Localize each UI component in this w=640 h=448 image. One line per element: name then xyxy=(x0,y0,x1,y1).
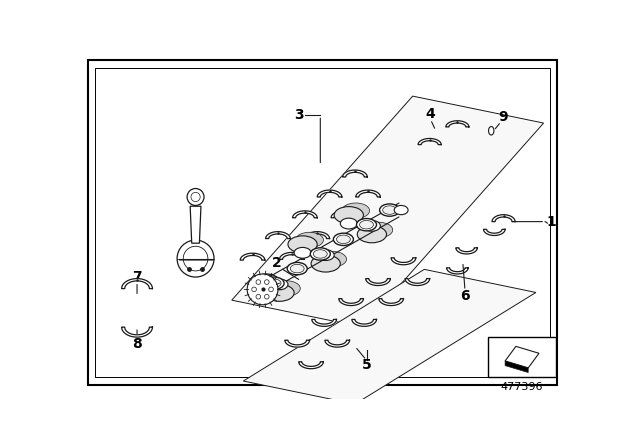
Polygon shape xyxy=(331,211,356,218)
Circle shape xyxy=(269,287,273,292)
Polygon shape xyxy=(379,299,403,306)
Text: 6: 6 xyxy=(460,289,470,303)
Polygon shape xyxy=(312,319,337,326)
Text: 4: 4 xyxy=(426,107,435,121)
Circle shape xyxy=(256,294,260,299)
Polygon shape xyxy=(391,258,416,265)
Ellipse shape xyxy=(357,226,387,243)
Text: 1: 1 xyxy=(547,215,556,228)
Ellipse shape xyxy=(342,203,369,218)
Ellipse shape xyxy=(364,220,380,231)
Polygon shape xyxy=(232,96,543,327)
Text: 3: 3 xyxy=(294,108,303,122)
Ellipse shape xyxy=(265,284,294,302)
Text: 477396: 477396 xyxy=(500,382,543,392)
Text: 7: 7 xyxy=(132,270,142,284)
Polygon shape xyxy=(266,232,291,238)
Polygon shape xyxy=(418,138,441,145)
Ellipse shape xyxy=(337,235,350,244)
Polygon shape xyxy=(240,253,265,260)
Ellipse shape xyxy=(314,250,327,258)
Circle shape xyxy=(252,287,257,292)
Text: 8: 8 xyxy=(132,337,142,351)
Polygon shape xyxy=(190,206,201,243)
Circle shape xyxy=(191,192,200,202)
Polygon shape xyxy=(122,327,152,337)
Ellipse shape xyxy=(288,236,317,253)
Bar xyxy=(95,68,550,377)
Circle shape xyxy=(264,294,269,299)
Polygon shape xyxy=(317,190,342,197)
Ellipse shape xyxy=(356,219,376,231)
Polygon shape xyxy=(122,279,152,289)
Ellipse shape xyxy=(273,281,300,296)
Ellipse shape xyxy=(319,251,346,267)
Ellipse shape xyxy=(360,220,373,229)
Ellipse shape xyxy=(271,279,288,290)
Ellipse shape xyxy=(267,279,281,288)
Ellipse shape xyxy=(333,233,353,246)
Polygon shape xyxy=(484,229,505,236)
Ellipse shape xyxy=(380,204,399,216)
Ellipse shape xyxy=(340,218,357,229)
Circle shape xyxy=(177,240,214,277)
Polygon shape xyxy=(446,121,469,127)
Ellipse shape xyxy=(334,207,364,224)
Polygon shape xyxy=(254,274,279,281)
Ellipse shape xyxy=(488,126,494,135)
Ellipse shape xyxy=(311,255,340,272)
Polygon shape xyxy=(299,362,323,369)
Ellipse shape xyxy=(294,247,311,258)
Ellipse shape xyxy=(296,232,323,248)
Polygon shape xyxy=(352,319,376,326)
Text: 5: 5 xyxy=(362,358,371,372)
Circle shape xyxy=(256,280,260,284)
Polygon shape xyxy=(305,232,330,238)
Polygon shape xyxy=(447,268,468,274)
Ellipse shape xyxy=(291,264,304,273)
Polygon shape xyxy=(285,340,310,347)
Polygon shape xyxy=(356,190,380,197)
Ellipse shape xyxy=(287,263,307,275)
Circle shape xyxy=(247,274,278,305)
Ellipse shape xyxy=(310,248,330,260)
Polygon shape xyxy=(492,215,515,222)
Ellipse shape xyxy=(317,250,334,260)
Circle shape xyxy=(183,246,208,271)
Ellipse shape xyxy=(365,222,393,237)
Polygon shape xyxy=(505,346,539,368)
Polygon shape xyxy=(325,340,349,347)
Polygon shape xyxy=(342,170,367,177)
Ellipse shape xyxy=(383,206,397,214)
Polygon shape xyxy=(505,361,528,373)
Bar xyxy=(488,337,556,377)
Ellipse shape xyxy=(394,206,408,215)
Polygon shape xyxy=(456,248,477,254)
Polygon shape xyxy=(280,252,304,259)
Text: 9: 9 xyxy=(499,110,508,124)
Polygon shape xyxy=(405,279,429,285)
Circle shape xyxy=(187,189,204,206)
Polygon shape xyxy=(243,269,536,404)
Circle shape xyxy=(264,280,269,284)
Text: 2: 2 xyxy=(271,256,282,270)
Ellipse shape xyxy=(264,277,284,289)
Polygon shape xyxy=(365,279,390,285)
Polygon shape xyxy=(292,211,317,218)
Polygon shape xyxy=(339,299,364,306)
